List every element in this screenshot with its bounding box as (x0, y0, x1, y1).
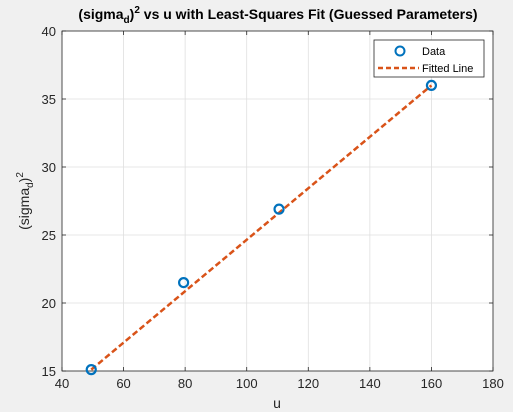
y-tick-label: 30 (42, 160, 56, 175)
fitted-line (90, 84, 433, 371)
x-axis-label: u (273, 395, 281, 411)
x-tick-label: 40 (55, 376, 69, 391)
y-tick-label: 15 (42, 364, 56, 379)
axis-ticks: 40 60 80 100 120 140 160 180 15 20 25 30 35 40 (42, 24, 504, 391)
y-tick-label: 25 (42, 228, 56, 243)
x-tick-label: 180 (482, 376, 504, 391)
x-tick-label: 120 (297, 376, 319, 391)
x-tick-label: 100 (236, 376, 258, 391)
data-point (178, 277, 190, 289)
legend-box (373, 39, 485, 78)
x-tick-label: 160 (421, 376, 443, 391)
legend: Data Fitted Line (373, 39, 485, 78)
plot-area (62, 31, 493, 371)
data-point (85, 364, 97, 376)
legend-data-marker (394, 45, 406, 57)
x-tick-label: 140 (359, 376, 381, 391)
y-axis-label: (sigmad)2 (15, 172, 36, 230)
data-point (273, 203, 285, 215)
series-layer (85, 79, 438, 376)
y-tick-label: 35 (42, 92, 56, 107)
y-tick-label: 20 (42, 296, 56, 311)
x-tick-label: 60 (116, 376, 130, 391)
legend-label-fitted-line: Fitted Line (422, 63, 473, 75)
legend-label-data: Data (422, 46, 446, 58)
data-point (425, 79, 438, 92)
x-tick-label: 80 (178, 376, 192, 391)
chart-title: (sigmad)2 vs u with Least-Squares Fit (G… (78, 5, 477, 26)
plot-frame (61, 30, 494, 372)
y-tick-label: 40 (42, 24, 56, 39)
